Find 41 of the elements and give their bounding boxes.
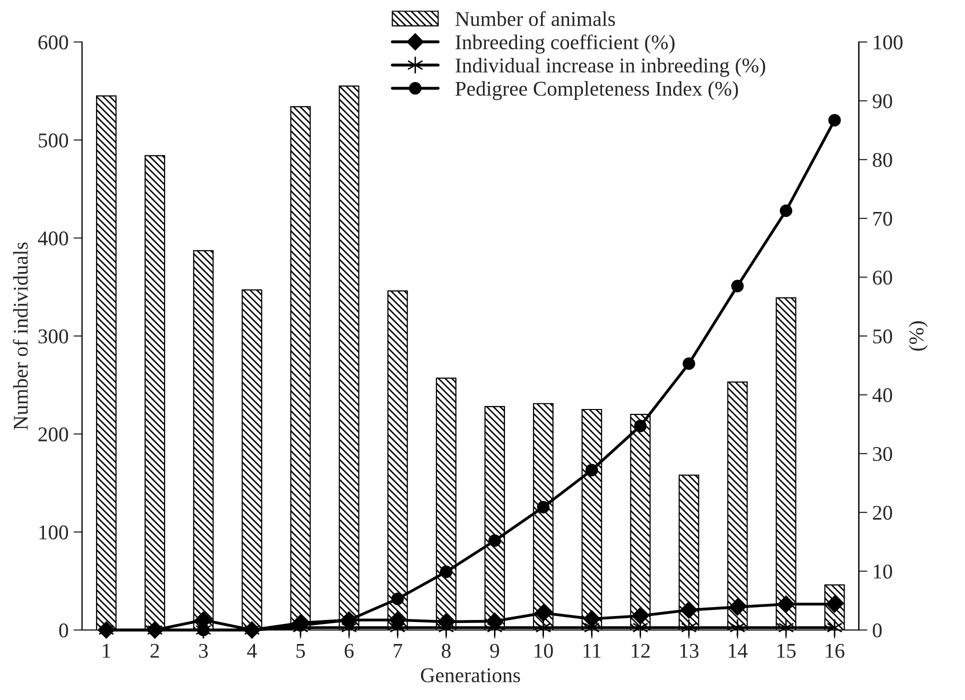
x-tick-label: 3 bbox=[199, 644, 208, 658]
y2-tick-label: 40 bbox=[872, 388, 892, 402]
y-axis-title: Number of individuals bbox=[12, 242, 28, 430]
x-tick-label: 5 bbox=[296, 644, 305, 658]
y-tick-label: 0 bbox=[59, 623, 68, 638]
x-tick-label: 9 bbox=[490, 644, 500, 658]
y-tick-label: 300 bbox=[38, 329, 68, 344]
x-tick-label: 15 bbox=[777, 644, 796, 658]
y2-tick-label: 90 bbox=[872, 94, 892, 108]
y-tick-label: 500 bbox=[38, 133, 68, 148]
y2-tick-label: 60 bbox=[872, 270, 892, 285]
legend-label: Inbreeding coefficient (%) bbox=[456, 34, 674, 54]
x-tick-label: 8 bbox=[442, 644, 451, 658]
x-tick-label: 7 bbox=[394, 644, 402, 658]
y2-tick-label: 50 bbox=[873, 329, 892, 344]
x-axis-title: Generations bbox=[420, 668, 520, 682]
x-tick-label: 10 bbox=[534, 644, 553, 658]
x-tick-label: 11 bbox=[584, 644, 601, 658]
y2-tick-label: 30 bbox=[873, 446, 892, 462]
y-tick-label: 600 bbox=[38, 35, 68, 50]
legend-label: Pedigree Completeness Index (%) bbox=[455, 81, 738, 100]
x-tick-label: 14 bbox=[728, 644, 748, 658]
y2-tick-label: 20 bbox=[872, 506, 892, 520]
x-tick-label: 16 bbox=[826, 644, 844, 658]
y-tick-label: 100 bbox=[39, 525, 68, 540]
x-tick-label: 6 bbox=[344, 644, 354, 658]
x-tick-label: 12 bbox=[632, 644, 650, 658]
x-tick-label: 1 bbox=[102, 644, 110, 658]
y-tick-label: 400 bbox=[38, 231, 68, 246]
y2-tick-label: 100 bbox=[874, 35, 902, 50]
x-tick-label: 13 bbox=[680, 644, 699, 658]
y2-axis-title: (%) bbox=[908, 321, 928, 351]
x-tick-label: 2 bbox=[150, 644, 159, 658]
y2-tick-label: 10 bbox=[874, 564, 892, 579]
x-tick-label: 4 bbox=[247, 644, 257, 658]
y2-tick-label: 0 bbox=[872, 623, 882, 638]
y2-tick-label: 80 bbox=[872, 152, 892, 168]
legend-label: Individual increase in inbreeding (%) bbox=[456, 58, 766, 77]
y2-tick-label: 70 bbox=[873, 212, 892, 226]
legend-label: Number of animals bbox=[455, 11, 615, 26]
y-tick-label: 200 bbox=[38, 427, 68, 442]
